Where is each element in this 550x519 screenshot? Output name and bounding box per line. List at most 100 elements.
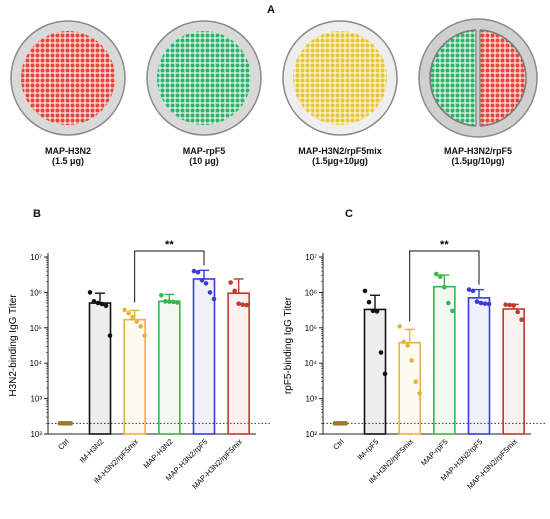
- significance-label: **: [165, 239, 174, 251]
- bar: [502, 308, 525, 435]
- significance-label: **: [440, 239, 449, 251]
- data-point: [417, 391, 422, 396]
- x-tick-label: MAP-rpF5: [419, 437, 450, 468]
- y-tick-label: 10⁵: [305, 324, 317, 333]
- map-h3n2-label: MAP-H3N2 (1.5 μg): [3, 146, 133, 166]
- data-point: [167, 299, 172, 304]
- data-point: [122, 307, 127, 313]
- y-axis-label: H3N2-binding IgG Titer: [8, 294, 19, 397]
- data-point: [87, 290, 93, 295]
- y-tick-label: 10⁴: [305, 359, 318, 368]
- bar: [88, 302, 112, 435]
- x-tick-label: IM-H3N2: [78, 437, 106, 465]
- y-tick-label: 10³: [30, 395, 42, 404]
- data-point: [511, 303, 516, 308]
- y-tick-label: 10⁵: [30, 324, 42, 333]
- data-point: [126, 310, 131, 316]
- data-point: [378, 350, 384, 355]
- data-point: [68, 421, 74, 426]
- data-point: [228, 280, 233, 285]
- data-point: [163, 299, 168, 304]
- data-point: [99, 301, 105, 307]
- panel-c-letter: C: [345, 208, 353, 220]
- data-point: [134, 319, 139, 324]
- map-h3n2-rpf5mix-label: MAP-H3N2/rpF5mix (1.5μg+10μg): [275, 146, 405, 166]
- y-tick-label: 10⁷: [305, 253, 317, 262]
- data-point: [482, 301, 488, 306]
- data-point: [503, 302, 508, 307]
- panel-a-letter: A: [267, 4, 275, 16]
- data-point: [519, 317, 524, 322]
- data-point: [374, 309, 380, 314]
- data-point: [207, 290, 213, 295]
- data-point: [236, 301, 241, 306]
- bar: [467, 297, 491, 435]
- data-point: [195, 269, 201, 275]
- map-h3n2-rpf5-split-patch: [418, 18, 538, 138]
- data-point: [405, 343, 410, 348]
- data-point: [232, 288, 237, 294]
- map-h3n2-rpf5-label: MAP-H3N2/rpF5 (1.5μg/10μg): [413, 146, 543, 166]
- significance-bracket: [134, 250, 205, 303]
- data-point: [366, 299, 372, 305]
- map-rpf5-label: MAP-rpF5 (10 μg): [139, 146, 269, 166]
- map-h3n2-name: MAP-H3N2: [44, 146, 91, 156]
- x-tick-label: Ctrl: [331, 437, 346, 452]
- y-tick-label: 10⁶: [305, 288, 317, 297]
- y-tick-label: 10²: [30, 430, 42, 439]
- h3n2-titer-chart: H3N2-binding IgG Titer 10² 10³ 10⁴ 10⁵ 10⁶ 10⁷…: [8, 239, 272, 491]
- significance-bracket: [409, 250, 480, 322]
- data-point: [370, 308, 376, 314]
- data-point: [203, 281, 209, 286]
- bar: [363, 308, 387, 435]
- data-point: [466, 287, 472, 292]
- bar: [227, 292, 250, 435]
- data-point: [450, 308, 455, 314]
- data-point: [434, 271, 439, 277]
- data-point: [442, 284, 447, 290]
- data-point: [107, 333, 113, 338]
- map-h3n2-rpf5-dose: (1.5μg/10μg): [451, 156, 505, 166]
- x-tick-label: Ctrl: [56, 437, 71, 452]
- data-point: [397, 324, 402, 329]
- map-patches: [10, 18, 538, 138]
- rpf5-titer-chart: rpF5-binding IgG Titer 10² 10³ 10⁴ 10⁵ 10⁶ 10⁷…: [283, 239, 547, 491]
- data-point: [171, 299, 176, 305]
- data-point: [507, 302, 512, 308]
- x-tick-label: IM-rpF5: [355, 437, 380, 462]
- data-point: [240, 302, 245, 307]
- data-point: [199, 277, 205, 283]
- data-point: [103, 303, 109, 309]
- bar: [123, 318, 146, 435]
- map-rpf5-name: MAP-rpF5: [182, 146, 226, 156]
- y-axis-label: rpF5-binding IgG Titer: [283, 296, 294, 394]
- map-h3n2-rpf5mix-name: MAP-H3N2/rpF5mix: [298, 146, 382, 156]
- map-h3n2-rpf5mix-dose: (1.5μg+10μg): [312, 156, 368, 166]
- data-point: [95, 300, 101, 306]
- bar: [192, 278, 216, 435]
- bar: [158, 300, 181, 435]
- data-point: [438, 274, 443, 279]
- data-point: [401, 339, 406, 345]
- data-point: [474, 299, 480, 304]
- map-h3n2-rpf5mix-patch: [282, 20, 398, 136]
- data-point: [138, 324, 143, 329]
- data-point: [159, 292, 164, 298]
- data-point: [343, 421, 349, 426]
- data-point: [91, 299, 97, 304]
- data-point: [191, 268, 197, 274]
- data-point: [413, 379, 418, 385]
- map-h3n2-rpf5-name: MAP-H3N2/rpF5: [443, 146, 512, 156]
- map-rpf5-dose: (10 μg): [189, 156, 219, 166]
- y-tick-label: 10³: [305, 395, 317, 404]
- data-point: [486, 301, 492, 307]
- data-point: [446, 300, 451, 306]
- y-tick-label: 10⁴: [30, 359, 43, 368]
- data-point: [409, 358, 414, 363]
- data-point: [470, 288, 476, 294]
- data-point: [382, 371, 388, 377]
- data-point: [211, 296, 217, 302]
- data-point: [142, 333, 147, 338]
- bar: [398, 341, 421, 435]
- data-point: [478, 300, 484, 306]
